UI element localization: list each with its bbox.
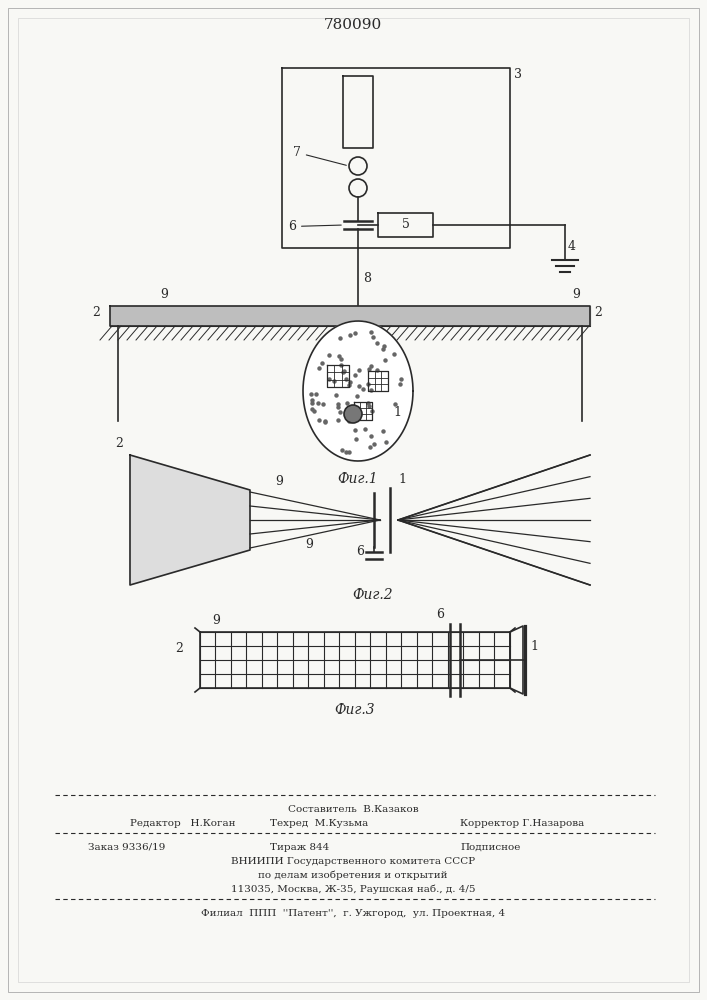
Text: 3: 3 — [514, 68, 522, 81]
Text: 9: 9 — [572, 288, 580, 301]
Text: Фиг.3: Фиг.3 — [334, 703, 375, 717]
Text: 6: 6 — [356, 545, 364, 558]
Text: Тираж 844: Тираж 844 — [270, 842, 329, 852]
Text: ВНИИПИ Государственного комитета СССР: ВНИИПИ Государственного комитета СССР — [231, 856, 475, 865]
Text: Редактор   Н.Коган: Редактор Н.Коган — [130, 818, 235, 828]
Text: по делам изобретения и открытий: по делам изобретения и открытий — [258, 870, 448, 880]
Text: 6: 6 — [288, 220, 341, 233]
Text: Подписное: Подписное — [460, 842, 520, 852]
Text: 9: 9 — [275, 475, 283, 488]
Text: Филиал  ППП  ''Патент'',  г. Ужгород,  ул. Проектная, 4: Филиал ППП ''Патент'', г. Ужгород, ул. П… — [201, 908, 505, 918]
Text: 7: 7 — [293, 146, 346, 165]
Text: 8: 8 — [363, 272, 371, 285]
Text: 2: 2 — [594, 306, 602, 319]
Text: Корректор Г.Назарова: Корректор Г.Назарова — [460, 818, 584, 828]
Text: 1: 1 — [393, 406, 401, 419]
Text: 1: 1 — [530, 640, 538, 653]
Text: 2: 2 — [175, 642, 183, 655]
Text: Составитель  В.Казаков: Составитель В.Казаков — [288, 804, 419, 814]
Polygon shape — [130, 455, 250, 585]
Text: 113035, Москва, Ж-35, Раушская наб., д. 4/5: 113035, Москва, Ж-35, Раушская наб., д. … — [230, 884, 475, 894]
Text: 2: 2 — [115, 437, 123, 450]
Text: 9: 9 — [160, 288, 168, 301]
Text: 6: 6 — [436, 608, 444, 621]
Circle shape — [344, 405, 362, 423]
Text: 4: 4 — [568, 240, 576, 253]
Text: Фиг.1: Фиг.1 — [338, 472, 378, 486]
Text: 2: 2 — [92, 306, 100, 319]
Text: 9: 9 — [212, 614, 220, 627]
Text: Техред  М.Кузьма: Техред М.Кузьма — [270, 818, 368, 828]
Text: Заказ 9336/19: Заказ 9336/19 — [88, 842, 165, 852]
Polygon shape — [303, 321, 413, 461]
Text: 1: 1 — [398, 473, 406, 486]
Text: 5: 5 — [402, 219, 409, 232]
Text: 9: 9 — [305, 538, 313, 551]
Text: 780090: 780090 — [324, 18, 382, 32]
Text: Фиг.2: Фиг.2 — [353, 588, 393, 602]
